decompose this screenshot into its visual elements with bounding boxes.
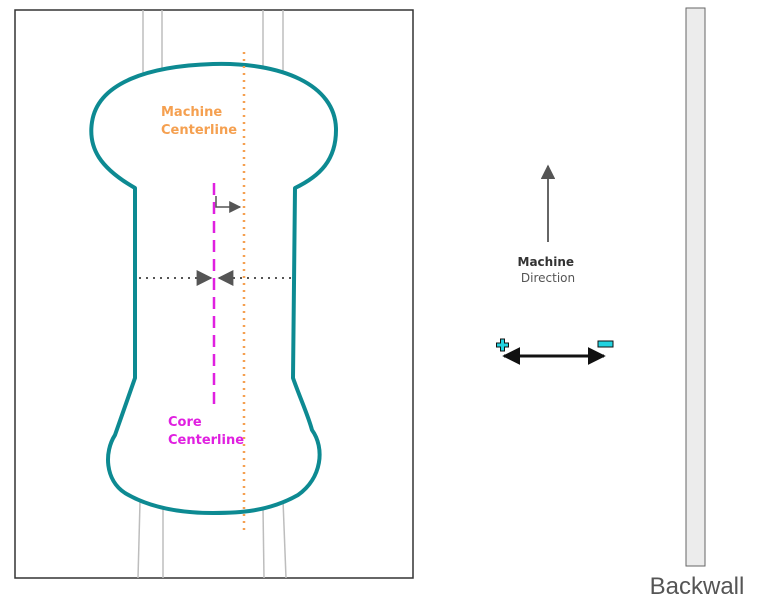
machine-centerline-label: Machine Centerline bbox=[161, 105, 237, 138]
guide-rails bbox=[137, 10, 287, 579]
machine-direction-label: Machine Direction bbox=[518, 253, 579, 285]
backwall-label: Backwall bbox=[650, 573, 745, 598]
core-centerline-label: Core Centerline bbox=[168, 415, 244, 448]
offset-arrow bbox=[215, 196, 242, 213]
plus-icon bbox=[496, 338, 509, 352]
minus-icon bbox=[597, 340, 614, 348]
backwall-bar bbox=[685, 7, 706, 567]
